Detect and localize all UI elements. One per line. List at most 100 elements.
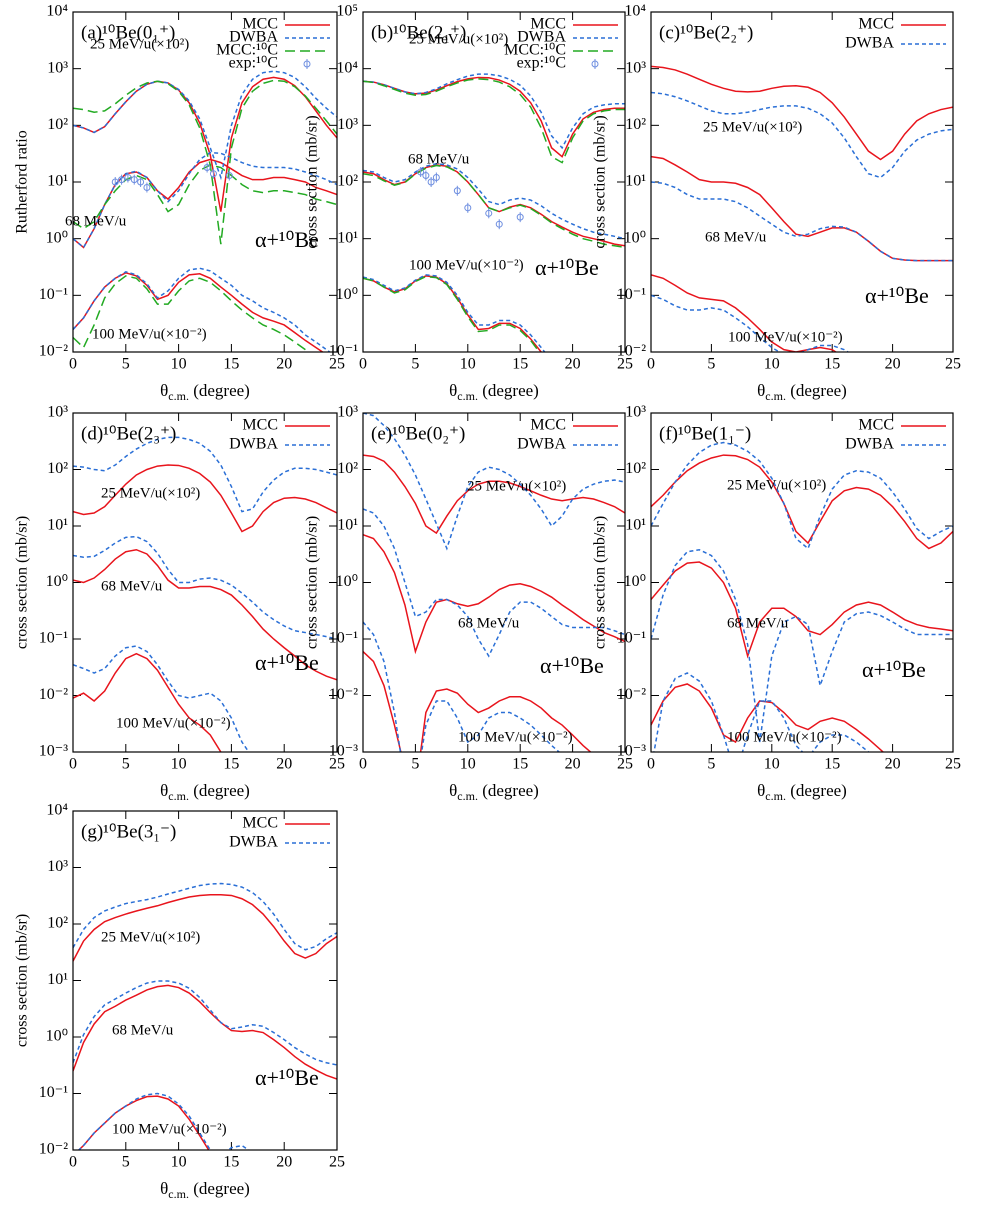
panel-title: (a)¹⁰Be(0₁⁺): [81, 22, 175, 43]
reaction-label: α+¹⁰Be: [865, 283, 929, 308]
x-tick-label: 15: [512, 356, 528, 373]
y-tick-label: 10³: [47, 404, 68, 421]
y-tick-label: 10⁻¹: [39, 630, 68, 647]
legend-label: DWBA: [229, 29, 278, 46]
data-point: [209, 170, 217, 178]
legend-swatch: [591, 60, 599, 68]
data-point: [516, 213, 524, 221]
y-tick-label: 10⁻³: [617, 743, 646, 760]
curve: [73, 271, 324, 352]
y-tick-label: 10⁻³: [39, 743, 68, 760]
y-tick-label: 10²: [47, 915, 68, 932]
y-axis-label: cross section (mb/sr): [304, 516, 321, 649]
energy-label: 68 MeV/u: [727, 615, 789, 631]
reaction-label: α+¹⁰Be: [255, 1065, 319, 1090]
curve: [363, 78, 625, 164]
legend-label: DWBA: [845, 436, 894, 453]
curve: [363, 164, 625, 247]
energy-label: 100 MeV/u(×10⁻²): [728, 329, 843, 345]
data-point: [143, 183, 151, 191]
curve: [73, 464, 337, 533]
y-tick-label: 10³: [47, 858, 68, 875]
y-tick-label: 10⁻²: [617, 686, 646, 703]
energy-label: 68 MeV/u: [101, 578, 163, 594]
data-point: [427, 178, 435, 186]
curve: [363, 413, 625, 551]
legend-label: MCC: [858, 417, 894, 434]
curve: [73, 893, 337, 962]
x-tick-label: 5: [707, 356, 715, 373]
legend-swatch: [303, 60, 311, 68]
legend-label: MCC: [530, 16, 566, 33]
y-axis-label: Rutherford ratio: [14, 130, 31, 234]
energy-label: 68 MeV/u: [705, 229, 767, 245]
x-tick-label: 15: [223, 1154, 239, 1171]
y-tick-label: 10⁻¹: [329, 630, 358, 647]
data-point: [485, 209, 493, 217]
x-tick-label: 0: [647, 356, 655, 373]
plot-area: [651, 65, 953, 352]
curve: [651, 561, 953, 659]
x-axis-label: θc.m. (degree): [757, 781, 847, 803]
y-tick-label: 10¹: [47, 173, 68, 190]
x-axis-label: θc.m. (degree): [449, 781, 539, 803]
y-tick-label: 10⁻¹: [617, 630, 646, 647]
y-tick-label: 10⁰: [336, 573, 358, 590]
x-tick-label: 0: [69, 756, 77, 773]
curve: [77, 1095, 210, 1150]
data-point: [432, 174, 440, 182]
x-tick-label: 0: [359, 756, 367, 773]
panel: 10⁻³ 10⁻² 10⁻¹ 10⁰ 10¹ 10² 10³ 0 5 10 15 20 25 MCC DWB…: [14, 404, 345, 803]
reaction-label: α+¹⁰Be: [540, 653, 604, 678]
energy-label: 100 MeV/u(×10⁻²): [458, 729, 573, 745]
x-tick-label: 5: [122, 756, 130, 773]
x-tick-label: 5: [411, 756, 419, 773]
y-tick-label: 10³: [47, 59, 68, 76]
legend-label: DWBA: [517, 436, 566, 453]
y-tick-label: 10⁰: [46, 573, 68, 590]
curve: [363, 454, 625, 535]
y-tick-label: 10⁻²: [329, 686, 358, 703]
plot-area: [363, 413, 625, 752]
x-tick-label: 10: [460, 756, 476, 773]
curve: [73, 275, 310, 352]
data-point: [422, 172, 430, 180]
curve: [651, 181, 953, 262]
panel: 10⁻³ 10⁻² 10⁻¹ 10⁰ 10¹ 10² 10³ 0 5 10 15 20 25 MCC DWB…: [304, 404, 633, 803]
x-tick-label: 25: [617, 356, 633, 373]
x-axis-label: θc.m. (degree): [160, 1179, 250, 1201]
y-tick-label: 10³: [337, 116, 358, 133]
curve: [651, 548, 953, 743]
curve: [651, 683, 885, 752]
x-tick-label: 25: [329, 756, 345, 773]
curve: [363, 275, 541, 352]
data-point: [111, 178, 119, 186]
y-tick-label: 10⁻²: [617, 343, 646, 360]
plot-frame: [362, 11, 626, 353]
data-point: [124, 174, 132, 182]
plot-area: [73, 70, 337, 352]
panel-title: (g)¹⁰Be(3₁⁻): [81, 821, 176, 842]
y-axis-label: cross section (mb/sr): [592, 115, 609, 248]
curve: [363, 73, 625, 150]
panel-title: (b)¹⁰Be(2₁⁺): [371, 22, 466, 43]
panel-title: (d)¹⁰Be(2₃⁺): [81, 423, 176, 444]
x-tick-label: 20: [885, 756, 901, 773]
data-point: [130, 176, 138, 184]
y-tick-label: 10¹: [625, 517, 646, 534]
energy-label: 25 MeV/u(×10²): [703, 119, 802, 135]
curve: [73, 980, 337, 1066]
x-tick-label: 0: [647, 756, 655, 773]
legend-label: DWBA: [517, 29, 566, 46]
curve: [651, 294, 850, 352]
data-point: [203, 164, 211, 172]
curve: [73, 164, 337, 230]
curve: [363, 162, 625, 240]
reaction-label: α+¹⁰Be: [535, 255, 599, 280]
panel: 10⁻³ 10⁻² 10⁻¹ 10⁰ 10¹ 10² 10³ 0 5 10 15 20 25 MCC DWB…: [592, 404, 961, 803]
plot-frame: [650, 412, 954, 753]
y-tick-label: 10²: [337, 460, 358, 477]
energy-label: 25 MeV/u(×10²): [467, 478, 566, 494]
x-axis-label: θc.m. (degree): [757, 381, 847, 403]
energy-label: 25 MeV/u(×10²): [101, 485, 200, 501]
